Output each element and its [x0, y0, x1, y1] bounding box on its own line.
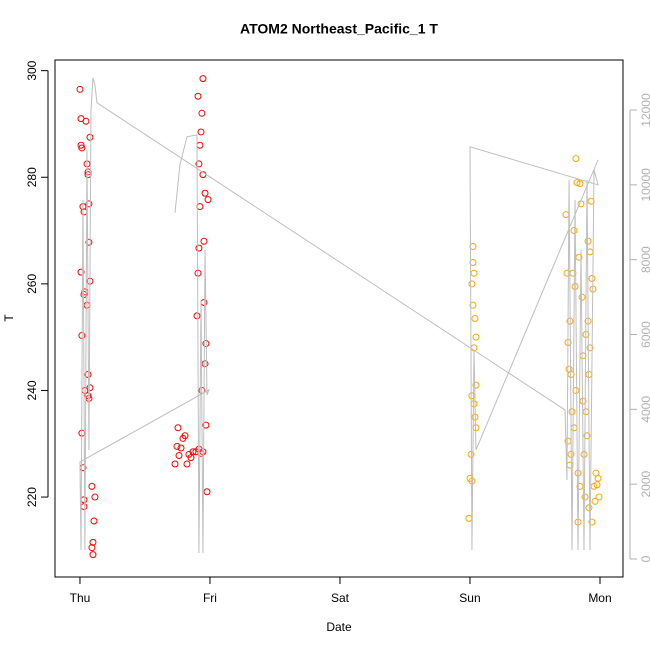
point: [183, 460, 191, 468]
point: [196, 203, 204, 211]
y-tick-label: 280: [25, 167, 39, 187]
point: [203, 488, 211, 496]
point: [588, 275, 596, 283]
point: [562, 211, 570, 219]
y2-tick-label: 8000: [639, 246, 650, 273]
point: [77, 268, 85, 276]
point: [581, 493, 589, 501]
point: [568, 408, 576, 416]
point: [595, 493, 603, 501]
y2-tick-label: 4000: [639, 396, 650, 423]
point: [201, 360, 209, 368]
point: [86, 133, 94, 141]
point: [86, 384, 94, 392]
y2-tick-label: 2000: [639, 471, 650, 498]
point: [88, 482, 96, 490]
x-tick-label: Mon: [588, 591, 611, 605]
y2-tick-label: 0: [639, 555, 650, 562]
point: [566, 461, 574, 469]
x-axis-label: Date: [326, 620, 352, 634]
point: [90, 517, 98, 525]
point: [585, 504, 593, 512]
point: [569, 269, 577, 277]
point: [576, 180, 584, 188]
series-line: [79, 77, 599, 554]
x-tick-label: Sat: [331, 591, 350, 605]
point: [472, 381, 480, 389]
point: [570, 424, 578, 432]
point: [173, 442, 181, 450]
point: [194, 92, 202, 100]
point: [195, 160, 203, 168]
point: [200, 237, 208, 245]
point: [470, 269, 478, 277]
point: [171, 460, 179, 468]
x-tick-label: Fri: [203, 591, 217, 605]
x-tick-label: Sun: [459, 591, 480, 605]
point: [563, 269, 571, 277]
y-tick-label: 300: [25, 60, 39, 80]
point: [76, 85, 84, 93]
point: [572, 155, 580, 163]
point: [201, 189, 209, 197]
point: [202, 421, 210, 429]
point: [587, 197, 595, 205]
point: [89, 538, 97, 546]
point: [193, 312, 201, 320]
point: [80, 496, 88, 504]
point: [197, 128, 205, 136]
y-tick-label: 260: [25, 274, 39, 294]
point: [469, 301, 477, 309]
point: [573, 179, 581, 187]
point: [465, 514, 473, 522]
point: [80, 503, 88, 511]
y2-tick-label: 12000: [639, 93, 650, 127]
point: [582, 408, 590, 416]
point: [181, 432, 189, 440]
point: [469, 259, 477, 267]
point: [198, 109, 206, 117]
point: [468, 280, 476, 288]
point: [88, 544, 96, 552]
point: [591, 497, 599, 505]
point: [578, 293, 586, 301]
point: [83, 301, 91, 309]
point: [583, 432, 591, 440]
point: [175, 451, 183, 459]
point: [472, 333, 480, 341]
plot-box: [54, 59, 624, 578]
y2-tick-label: 6000: [639, 321, 650, 348]
point: [593, 481, 601, 489]
point: [204, 196, 212, 204]
point: [85, 200, 93, 208]
y-axis-label: T: [2, 314, 16, 322]
point: [570, 227, 578, 235]
point: [588, 518, 596, 526]
y-tick-label: 220: [25, 487, 39, 507]
point: [594, 474, 602, 482]
point: [571, 283, 579, 291]
point: [574, 469, 582, 477]
y-tick-label: 240: [25, 380, 39, 400]
point: [196, 141, 204, 149]
point: [91, 493, 99, 501]
point: [85, 238, 93, 246]
point: [199, 75, 207, 83]
point: [174, 424, 182, 432]
point: [586, 344, 594, 352]
point: [89, 551, 97, 559]
point: [195, 244, 203, 252]
point: [78, 144, 86, 152]
point: [580, 450, 588, 458]
x-tick-label: Thu: [70, 591, 91, 605]
chart-title: ATOM2 Northeast_Pacific_1 T: [240, 21, 438, 37]
point: [82, 117, 90, 125]
point: [584, 237, 592, 245]
point: [470, 400, 478, 408]
point: [471, 315, 479, 322]
y2-tick-label: 10000: [639, 168, 650, 202]
point: [189, 448, 197, 456]
point: [177, 444, 185, 452]
